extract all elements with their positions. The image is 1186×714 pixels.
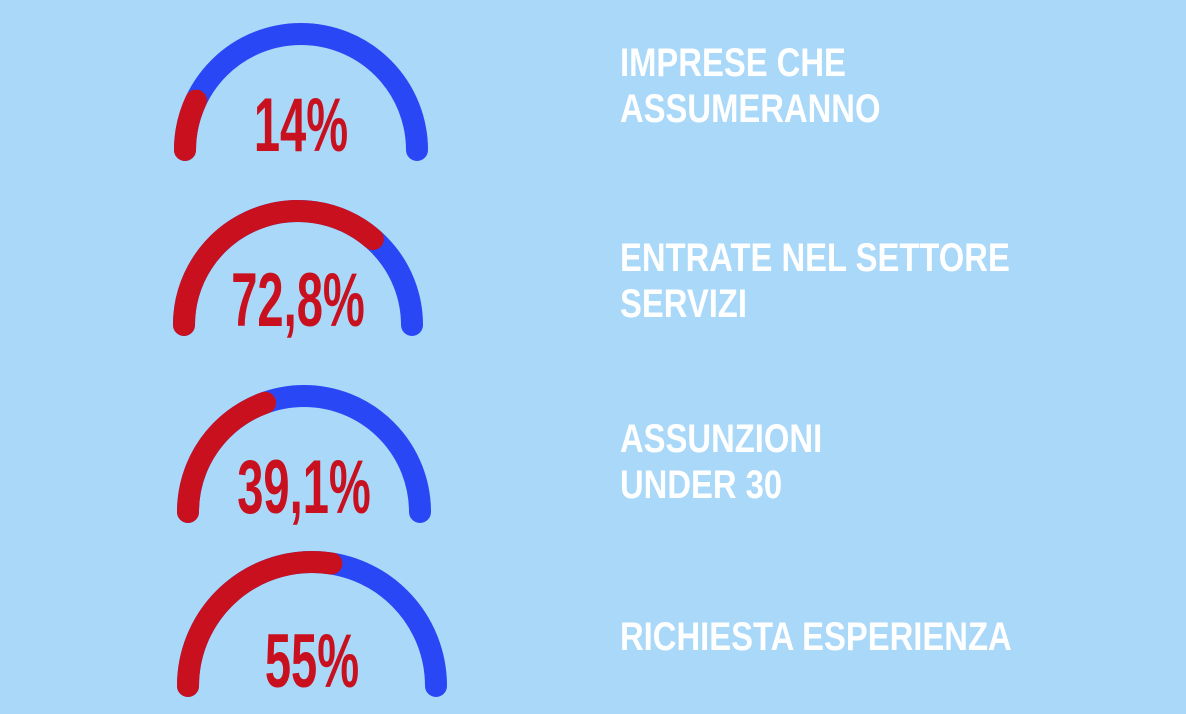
value-label: 72,8%: [231, 259, 365, 343]
gauge-value: [177, 391, 277, 523]
gauge-label: SERVIZI: [620, 281, 747, 326]
value-label: 55%: [265, 620, 359, 704]
gauge-label: RICHIESTA ESPERIENZA: [620, 614, 1012, 659]
gauge-value: [173, 200, 384, 336]
gauge-label: UNDER 30: [620, 462, 782, 507]
value-label: 14%: [254, 84, 348, 168]
gauge-label: ASSUMERANNO: [620, 86, 880, 131]
gauge-label: ENTRATE NEL SETTORE: [620, 235, 1010, 280]
gauge-value: [174, 89, 208, 161]
gauge-value: [177, 551, 343, 697]
gauge-label: ASSUNZIONI: [620, 416, 822, 461]
value-label: 39,1%: [237, 446, 371, 530]
gauge-label: IMPRESE CHE: [620, 40, 846, 85]
